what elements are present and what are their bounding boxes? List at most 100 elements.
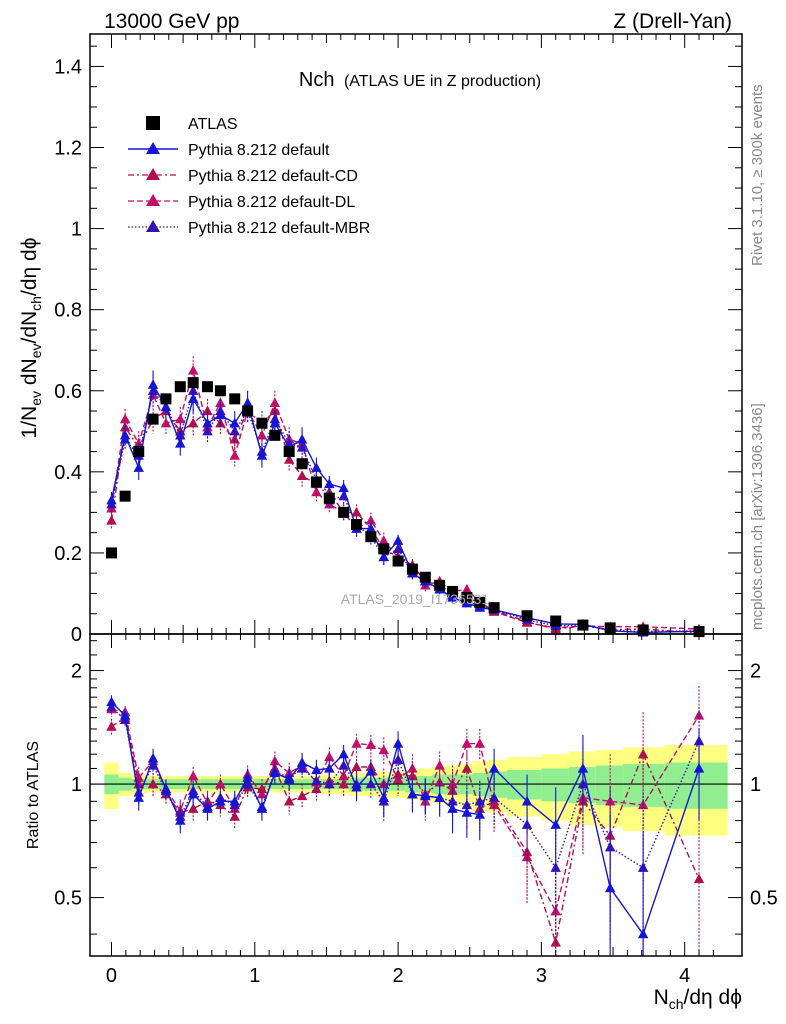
ratio-marker-cd <box>296 790 308 801</box>
ratio-marker-default <box>202 803 213 813</box>
ratio-marker-dl <box>324 751 335 762</box>
ratio-marker-cd <box>637 748 649 759</box>
x-tick-label: 0 <box>106 965 117 987</box>
atlas-data-point <box>488 602 500 614</box>
atlas-data-point <box>378 543 390 555</box>
header-energy-label: 13000 GeV pp <box>104 10 239 33</box>
ratio-marker-dl <box>474 738 485 748</box>
atlas-data-point <box>637 624 649 636</box>
ratio-panel: 0 1 2 3 4 0.5 0.5 1 1 2 2 <box>54 633 778 987</box>
marker-dl <box>229 450 240 460</box>
ratio-marker-default <box>392 738 404 748</box>
ratio-marker-default <box>324 762 335 773</box>
ratio-marker-dl <box>378 744 389 755</box>
marker-dl <box>187 364 199 375</box>
atlas-data-point <box>434 579 446 591</box>
marker-dl <box>365 514 377 525</box>
band-inner-bin <box>541 768 569 802</box>
atlas-data-point <box>406 563 418 575</box>
ratio-marker-dl <box>269 755 281 766</box>
marker-default <box>392 535 404 545</box>
atlas-data-point <box>323 492 335 504</box>
y-tick-label: 1.4 <box>54 56 82 78</box>
ratio-marker-dl <box>461 738 473 748</box>
ratio-marker-dl <box>550 905 561 916</box>
atlas-data-point <box>521 610 533 622</box>
ratio-marker-default <box>604 882 616 893</box>
marker-default <box>296 433 308 444</box>
ratio-marker-default <box>256 803 268 813</box>
ratio-marker-default <box>338 748 349 759</box>
ratio-marker-default <box>147 752 159 763</box>
atlas-data-point <box>351 519 363 531</box>
legend: ATLAS Pythia 8.212 default Pythia 8.212 … <box>128 116 370 237</box>
atlas-data-point <box>338 506 350 518</box>
legend-marker-atlas <box>146 116 160 130</box>
ratio-line-mbr <box>111 706 700 870</box>
marker-default <box>160 401 172 412</box>
band-inner-bin <box>506 769 542 800</box>
ratio-marker-dl <box>365 739 377 750</box>
atlas-data-point <box>160 393 172 405</box>
ratio-marker-dl <box>187 770 199 781</box>
main-data-marks <box>105 356 705 638</box>
atlas-data-point <box>147 413 159 425</box>
ratio-marker-default <box>175 815 186 825</box>
band-inner-bin <box>623 764 665 807</box>
x-tick-label: 1 <box>249 965 260 987</box>
atlas-data-point <box>577 619 589 631</box>
atlas-data-point <box>550 615 562 627</box>
atlas-data-point <box>604 622 616 634</box>
ratio-marker-default <box>187 788 199 799</box>
marker-default <box>175 437 186 448</box>
legend-marker-mbr <box>146 220 160 232</box>
marker-default <box>378 551 389 562</box>
ratio-marker-default <box>283 773 295 784</box>
atlas-data-point <box>269 429 281 441</box>
ratio-axes: 0 1 2 3 4 0.5 0.5 1 1 2 2 <box>54 633 778 987</box>
ratio-marker-cd <box>147 778 159 789</box>
ratio-marker-default <box>550 819 561 829</box>
atlas-data-point <box>392 555 404 567</box>
ratio-marker-default <box>378 792 389 802</box>
legend-label-mbr: Pythia 8.212 default-MBR <box>188 220 370 237</box>
ratio-y-tick-label: 1 <box>71 774 82 796</box>
marker-default <box>242 397 253 408</box>
mcplots-source-label: mcplots.cern.ch [arXiv:1306.3436] <box>749 403 766 630</box>
atlas-data-point <box>187 377 199 389</box>
plot-title-sub: (ATLAS UE in Z production) <box>344 73 541 90</box>
ratio-marker-dl <box>338 770 349 781</box>
ratio-marker-default <box>242 772 253 782</box>
ratio-marker-default <box>521 795 533 806</box>
y-tick-label: 0.6 <box>54 381 82 403</box>
legend-marker-default <box>146 142 160 154</box>
marker-default <box>133 462 144 472</box>
ratio-marker-default <box>365 765 377 776</box>
ratio-marker-default <box>420 790 431 801</box>
marker-cd <box>229 433 240 444</box>
x-tick-label: 3 <box>536 965 547 987</box>
atlas-data-point <box>242 405 254 417</box>
marker-default <box>147 379 159 389</box>
atlas-data-point <box>365 531 377 543</box>
ratio-marker-dl <box>351 738 362 748</box>
ratio-marker-default <box>311 764 322 775</box>
ratio-marker-default <box>434 792 445 802</box>
ratio-marker-cd <box>106 721 117 731</box>
marker-default <box>202 417 213 428</box>
ratio-marker-cd <box>187 803 199 813</box>
ratio-y-tick-label: 2 <box>71 661 82 683</box>
atlas-data-point <box>119 490 131 502</box>
ratio-y-axis-label: Ratio to ATLAS <box>25 741 42 849</box>
marker-cd <box>187 417 199 428</box>
ratio-marker-default <box>461 807 473 817</box>
ratio-y-tick-label-right: 2 <box>750 661 761 683</box>
ratio-marker-default <box>160 783 172 794</box>
ratio-marker-cd <box>351 761 362 772</box>
marker-default <box>119 429 131 440</box>
marker-dl <box>160 417 172 428</box>
ratio-marker-mbr <box>324 778 335 789</box>
plot-title: Nch (ATLAS UE in Z production) <box>299 69 541 91</box>
atlas-data-point <box>296 458 308 470</box>
